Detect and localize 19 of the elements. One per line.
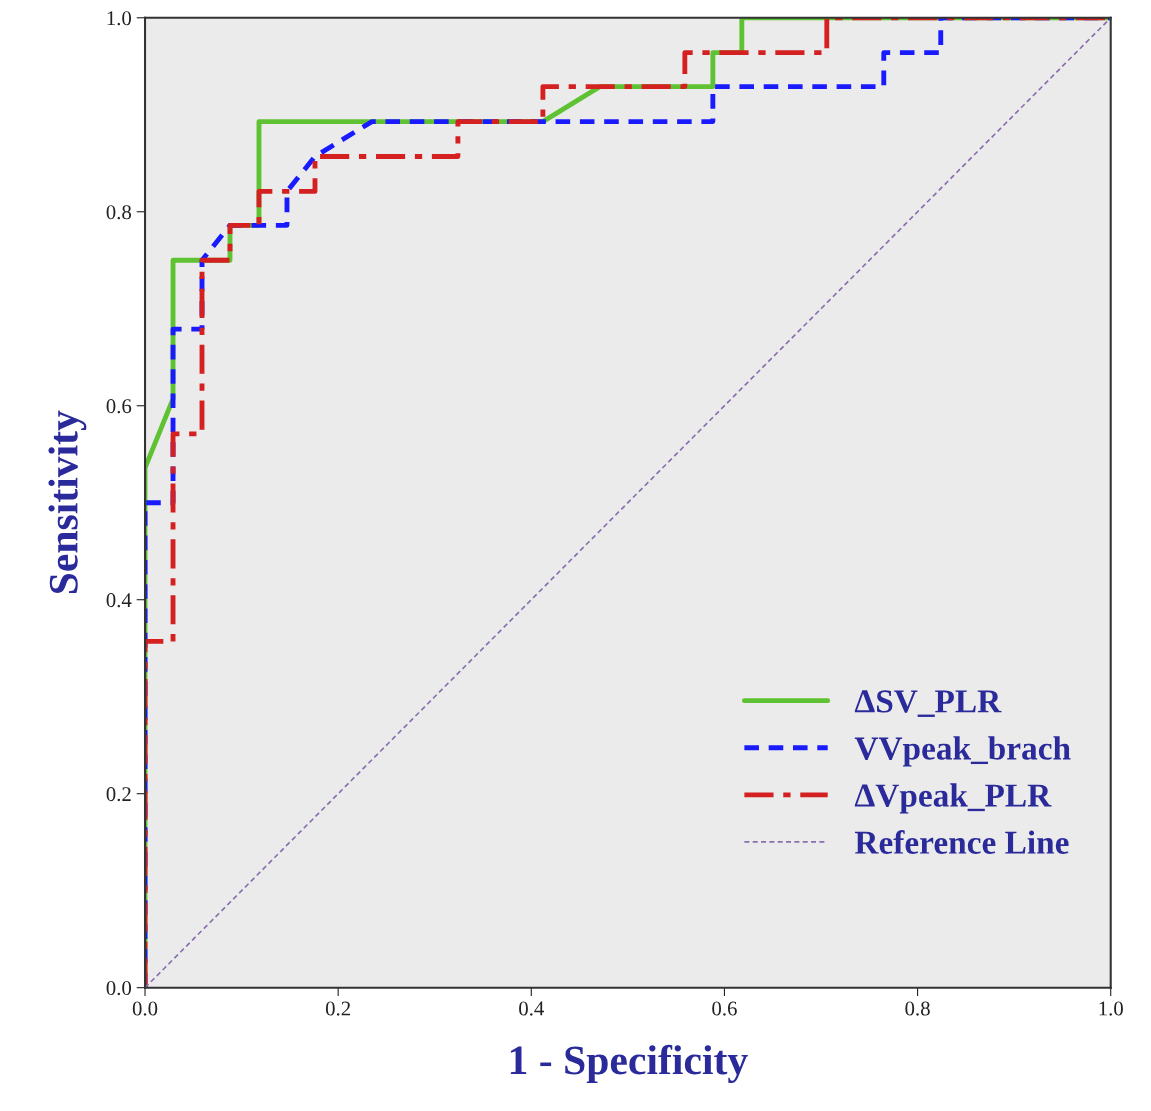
x-tick-label: 0.6 bbox=[712, 1001, 737, 1016]
x-tick-label: 0.8 bbox=[905, 1001, 930, 1016]
x-tick-label: 0.4 bbox=[519, 1001, 544, 1016]
legend-label: ΔSV_PLR bbox=[854, 690, 1002, 717]
y-tick-label: 0.2 bbox=[106, 787, 131, 802]
y-tick-label: 0.0 bbox=[106, 981, 132, 996]
line-series bbox=[145, 17, 1111, 988]
y-axis-title: Sensitivity bbox=[48, 410, 87, 594]
legend-label: Reference Line bbox=[854, 830, 1069, 854]
x-tick-label: 0.0 bbox=[132, 1001, 158, 1016]
y-tick-label: 1.0 bbox=[107, 11, 132, 26]
x-tick-label: 1.0 bbox=[1099, 1001, 1123, 1016]
y-tick-label: 0.8 bbox=[106, 205, 132, 220]
y-tick-label: 0.6 bbox=[106, 399, 132, 414]
legend-label: ΔVpeak_PLR bbox=[854, 783, 1052, 814]
legend-label: VVpeak_brach bbox=[854, 736, 1071, 767]
y-tick-label: 0.4 bbox=[106, 593, 132, 608]
x-axis-title: 1 - Specificity bbox=[510, 1044, 748, 1084]
x-tick-label: 0.2 bbox=[325, 1001, 351, 1016]
